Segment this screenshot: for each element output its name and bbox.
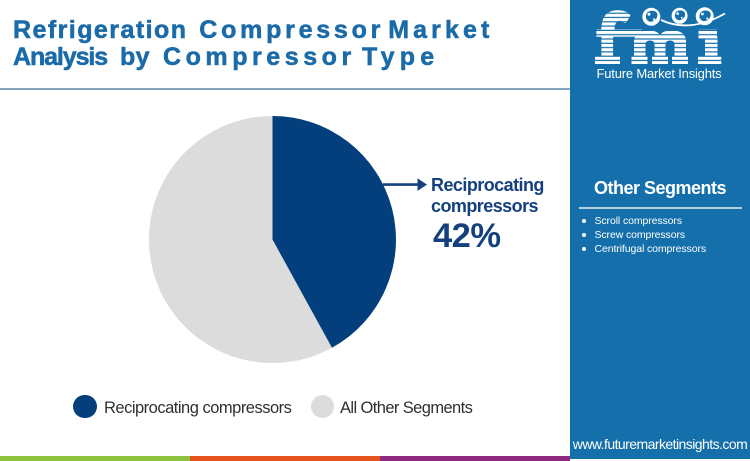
svg-text:Future Market Insights: Future Market Insights bbox=[597, 66, 723, 81]
